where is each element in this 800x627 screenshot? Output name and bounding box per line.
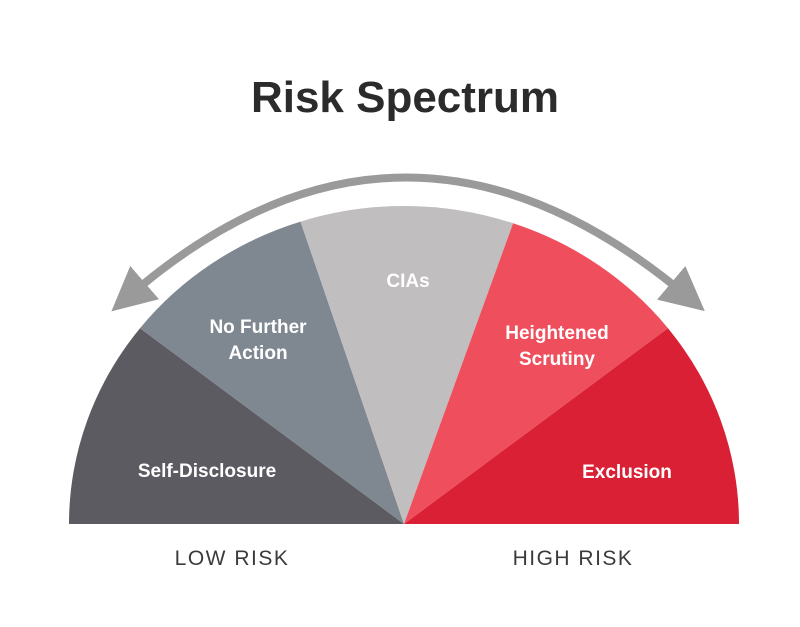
segment-label-line: Heightened xyxy=(505,323,608,344)
segment-exclusion xyxy=(404,328,739,524)
segment-label-no-further-action: No Further Action xyxy=(209,317,307,364)
low-risk-label: LOW RISK xyxy=(175,547,290,570)
segment-label-heightened-scrutiny: Heightened Scrutiny xyxy=(505,323,608,370)
segment-label-line: No Further xyxy=(209,317,307,338)
segment-label-line: Self-Disclosure xyxy=(138,461,276,482)
segment-no-further-action xyxy=(140,221,404,524)
segment-heightened-scrutiny xyxy=(404,223,668,525)
segment-labels: Self-Disclosure No Further Action CIAs Heigh… xyxy=(138,271,672,483)
page-title: Risk Spectrum xyxy=(251,73,559,122)
double-headed-curved-arrow-icon xyxy=(111,173,705,312)
segment-label-self-disclosure: Self-Disclosure xyxy=(138,461,276,482)
high-risk-label: HIGH RISK xyxy=(513,547,634,570)
segment-label-line: Action xyxy=(228,343,287,364)
segment-self-disclosure xyxy=(69,328,404,524)
segment-label-cias: CIAs xyxy=(386,271,429,292)
segment-label-exclusion: Exclusion xyxy=(582,462,672,483)
segment-label-line: Exclusion xyxy=(582,462,672,483)
segment-label-line: Scrutiny xyxy=(519,349,595,370)
segment-cias xyxy=(300,206,514,525)
segment-label-line: CIAs xyxy=(386,271,429,292)
spectrum-segments xyxy=(69,206,739,525)
